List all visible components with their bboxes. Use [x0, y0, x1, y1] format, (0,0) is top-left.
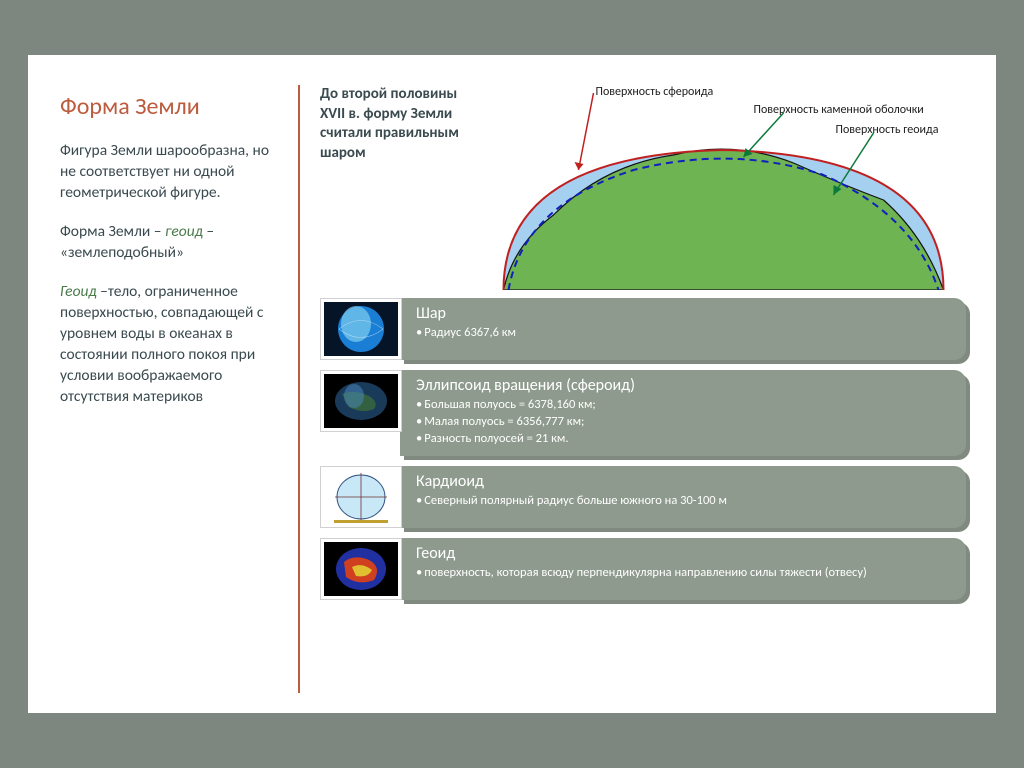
detail-line: Большая полуось = 6378,160 км; — [416, 397, 948, 414]
detail-line: Разность полуосей = 21 км. — [416, 431, 948, 448]
items-list: Шар Радиус 6367,6 км Эллипсоид — [320, 298, 966, 600]
para-3: Геоид –тело, ограниченное поверхностью, … — [60, 282, 280, 408]
detail-line: Малая полуось = 6356,777 км; — [416, 414, 948, 431]
diagram-label-spheroid: Поверхность сфероида — [596, 85, 714, 99]
item-detail: поверхность, которая всюду перпендикуляр… — [416, 565, 948, 582]
item-shar: Шар Радиус 6367,6 км — [320, 298, 966, 360]
intro-row: До второй половины XVII в. форму Земли с… — [320, 85, 966, 290]
diagram-label-geoid: Поверхность геоида — [836, 123, 939, 137]
left-column: Форма Земли Фигура Земли шарообразна, но… — [60, 85, 300, 693]
item-title: Шар — [416, 304, 948, 323]
globe-dark-icon — [320, 370, 402, 432]
diagram-label-crust: Поверхность каменной оболочки — [754, 103, 924, 117]
item-detail: Северный полярный радиус больше южного н… — [416, 493, 948, 510]
geoid-icon — [320, 538, 402, 600]
para-2a: Форма Земли – — [60, 222, 165, 241]
item-bar: Эллипсоид вращения (сфероид) Большая пол… — [400, 370, 966, 456]
item-bar: Шар Радиус 6367,6 км — [400, 298, 966, 360]
item-title: Геоид — [416, 544, 948, 563]
globe-blue-icon — [320, 298, 402, 360]
item-geoid: Геоид поверхность, которая всюду перпенд… — [320, 538, 966, 600]
para-2: Форма Земли – геоид – «землеподобный» — [60, 222, 280, 264]
item-bar: Кардиоид Северный полярный радиус больше… — [400, 466, 966, 528]
item-cardioid: Кардиоид Северный полярный радиус больше… — [320, 466, 966, 528]
item-bar: Геоид поверхность, которая всюду перпенд… — [400, 538, 966, 600]
term-geoid-def: Геоид — [60, 282, 97, 301]
cardioid-icon — [320, 466, 402, 528]
intro-text: До второй половины XVII в. форму Земли с… — [320, 85, 465, 290]
item-detail: Радиус 6367,6 км — [416, 325, 948, 342]
detail-line: поверхность, которая всюду перпендикуляр… — [416, 565, 948, 582]
item-ellipsoid: Эллипсоид вращения (сфероид) Большая пол… — [320, 370, 966, 456]
item-detail: Большая полуось = 6378,160 км; Малая пол… — [416, 397, 948, 448]
item-title: Кардиоид — [416, 472, 948, 491]
slide: Форма Земли Фигура Земли шарообразна, но… — [28, 55, 996, 713]
right-column: До второй половины XVII в. форму Земли с… — [300, 85, 966, 693]
term-geoid: геоид — [165, 222, 203, 241]
page-title: Форма Земли — [60, 91, 280, 123]
item-title: Эллипсоид вращения (сфероид) — [416, 376, 948, 395]
para-1: Фигура Земли шарообразна, но не соответс… — [60, 141, 280, 204]
geoid-diagram: Поверхность сфероида Поверхность каменно… — [481, 85, 966, 290]
detail-line: Северный полярный радиус больше южного н… — [416, 493, 948, 510]
detail-line: Радиус 6367,6 км — [416, 325, 948, 342]
